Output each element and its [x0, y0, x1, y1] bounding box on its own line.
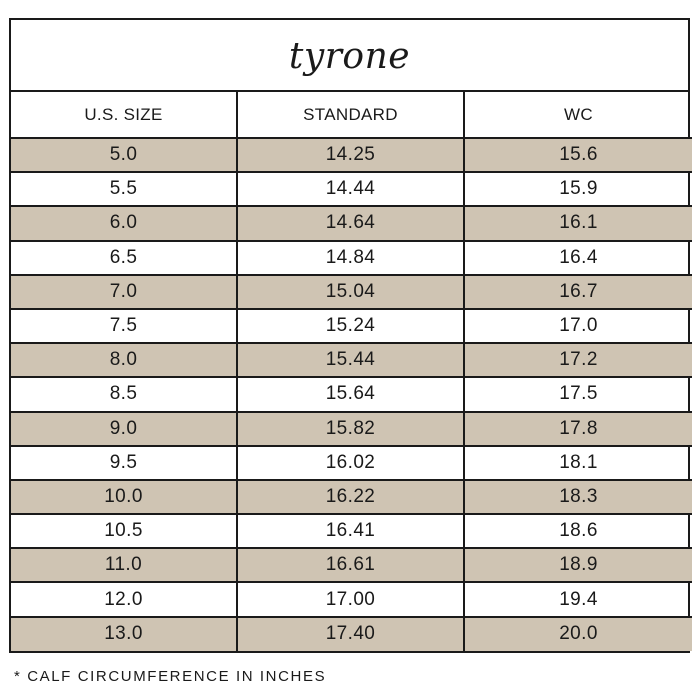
- table-row: 7.5 15.24 17.0: [11, 308, 692, 345]
- table-body: 5.0 14.25 15.6 5.5 14.44 15.9 6.0 14.64 …: [11, 138, 692, 651]
- us-size-cell: 7.0: [11, 274, 237, 310]
- standard-cell: 15.24: [236, 308, 464, 345]
- standard-cell: 14.84: [236, 240, 464, 276]
- standard-cell: 15.44: [236, 343, 464, 379]
- table-row: 6.5 14.84 16.4: [11, 240, 692, 276]
- table-row: 6.0 14.64 16.1: [11, 206, 692, 242]
- wc-cell: 18.1: [463, 445, 692, 481]
- wc-cell: 15.9: [463, 172, 692, 208]
- footnote: * CALF CIRCUMFERENCE IN INCHES: [14, 668, 327, 685]
- us-size-cell: 11.0: [11, 548, 237, 584]
- header-wc: WC: [463, 92, 692, 139]
- table-row: 8.5 15.64 17.5: [11, 377, 692, 413]
- chart-title: tyrone: [288, 35, 411, 77]
- size-table: U.S. SIZE STANDARD WC 5.0 14.25 15.6 5.5…: [11, 92, 692, 651]
- us-size-cell: 13.0: [11, 616, 237, 651]
- standard-cell: 15.64: [236, 377, 464, 413]
- table-row: 11.0 16.61 18.9: [11, 548, 692, 584]
- standard-cell: 14.25: [236, 138, 464, 174]
- wc-cell: 15.6: [463, 138, 692, 174]
- table-row: 10.5 16.41 18.6: [11, 514, 692, 550]
- us-size-cell: 8.0: [11, 343, 237, 379]
- wc-cell: 17.5: [463, 377, 692, 413]
- standard-cell: 16.22: [236, 479, 464, 516]
- us-size-cell: 5.0: [11, 138, 237, 174]
- table-row: 10.0 16.22 18.3: [11, 479, 692, 516]
- size-chart: tyrone U.S. SIZE STANDARD WC 5.0 14.25 1…: [9, 18, 692, 653]
- us-size-cell: 6.5: [11, 240, 237, 276]
- wc-cell: 16.1: [463, 206, 692, 242]
- wc-cell: 19.4: [463, 582, 692, 618]
- table-row: 9.0 15.82 17.8: [11, 411, 692, 447]
- wc-cell: 17.8: [463, 411, 692, 447]
- us-size-cell: 7.5: [11, 308, 237, 345]
- us-size-cell: 9.5: [11, 445, 237, 481]
- table-row: 5.5 14.44 15.9: [11, 172, 692, 208]
- us-size-cell: 6.0: [11, 206, 237, 242]
- table-row: 7.0 15.04 16.7: [11, 274, 692, 310]
- standard-cell: 14.44: [236, 172, 464, 208]
- wc-cell: 20.0: [463, 616, 692, 651]
- wc-cell: 16.7: [463, 274, 692, 310]
- wc-cell: 16.4: [463, 240, 692, 276]
- header-row: U.S. SIZE STANDARD WC: [11, 92, 692, 139]
- us-size-cell: 10.0: [11, 479, 237, 516]
- us-size-cell: 5.5: [11, 172, 237, 208]
- wc-cell: 17.0: [463, 308, 692, 345]
- header-standard: STANDARD: [236, 92, 464, 139]
- standard-cell: 14.64: [236, 206, 464, 242]
- table-row: 12.0 17.00 19.4: [11, 582, 692, 618]
- standard-cell: 17.00: [236, 582, 464, 618]
- standard-cell: 16.02: [236, 445, 464, 481]
- standard-cell: 15.82: [236, 411, 464, 447]
- wc-cell: 18.9: [463, 548, 692, 584]
- us-size-cell: 10.5: [11, 514, 237, 550]
- table-row: 5.0 14.25 15.6: [11, 138, 692, 174]
- table-row: 13.0 17.40 20.0: [11, 616, 692, 651]
- standard-cell: 15.04: [236, 274, 464, 310]
- title-row: tyrone: [11, 20, 688, 92]
- wc-cell: 18.6: [463, 514, 692, 550]
- wc-cell: 18.3: [463, 479, 692, 516]
- table-row: 9.5 16.02 18.1: [11, 445, 692, 481]
- table-row: 8.0 15.44 17.2: [11, 343, 692, 379]
- us-size-cell: 9.0: [11, 411, 237, 447]
- standard-cell: 16.41: [236, 514, 464, 550]
- wc-cell: 17.2: [463, 343, 692, 379]
- standard-cell: 17.40: [236, 616, 464, 651]
- standard-cell: 16.61: [236, 548, 464, 584]
- us-size-cell: 8.5: [11, 377, 237, 413]
- header-us-size: U.S. SIZE: [11, 92, 237, 139]
- us-size-cell: 12.0: [11, 582, 237, 618]
